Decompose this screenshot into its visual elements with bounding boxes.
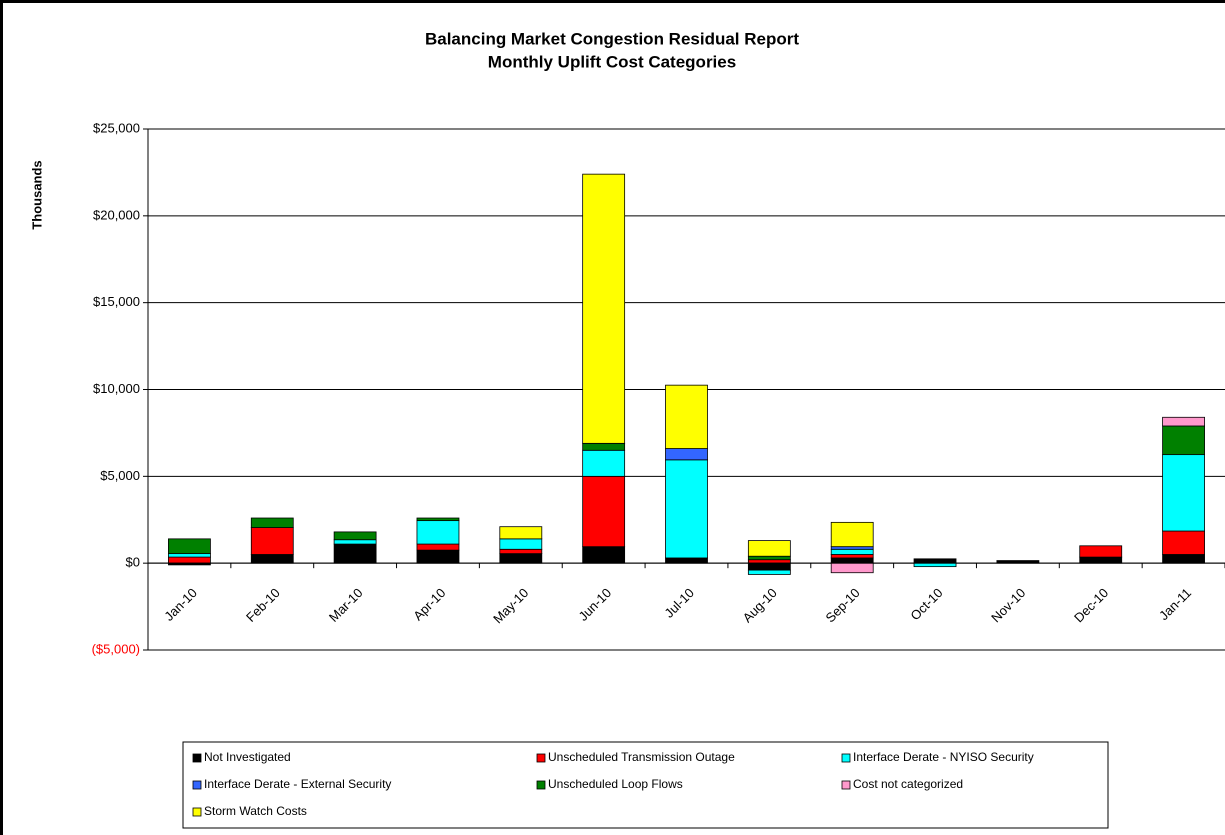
bar-segment [1162, 425, 1205, 456]
y-axis-label: Thousands [29, 160, 44, 229]
bar-segment [416, 517, 460, 522]
bar-segment [665, 448, 708, 461]
legend-swatch [536, 780, 546, 790]
legend-swatch [536, 753, 546, 763]
y-tick-label: $15,000 [93, 294, 140, 309]
bar-segment [830, 554, 874, 559]
legend [182, 741, 1109, 829]
bar-segment [416, 549, 460, 564]
bar-segment [1162, 416, 1205, 427]
bar-segment [747, 540, 791, 557]
bar-segment [582, 475, 626, 548]
legend-swatch [841, 780, 851, 790]
legend-label: Storm Watch Costs [204, 804, 307, 818]
bar-segment [747, 559, 791, 564]
bar-segment [830, 562, 874, 574]
bar-segment [582, 173, 626, 444]
bar-segment [168, 553, 211, 558]
bar-segment [499, 548, 543, 555]
bar-segment [1162, 454, 1205, 532]
bar-segment [665, 459, 708, 559]
bar-segment [665, 557, 708, 564]
y-tick-label: $25,000 [93, 120, 140, 135]
legend-label: Interface Derate - External Security [204, 777, 391, 791]
bar-segment [250, 554, 294, 564]
y-tick-label: $20,000 [93, 207, 140, 222]
bar-segment [913, 558, 957, 564]
legend-label: Interface Derate - NYISO Security [853, 750, 1034, 764]
bar-segment [499, 553, 543, 564]
bar-segment [499, 526, 543, 540]
bar-segment [913, 562, 957, 568]
legend-label: Not Investigated [204, 750, 291, 764]
bar-segment [333, 539, 377, 545]
chart-subtitle: Monthly Uplift Cost Categories [488, 52, 736, 71]
y-tick-label: $0 [126, 555, 140, 570]
bar-segment [333, 531, 377, 541]
bar-segment [416, 520, 460, 545]
bar-segment [747, 562, 791, 571]
bar-segment [1162, 554, 1205, 564]
y-tick-label: ($5,000) [92, 641, 140, 656]
bar-segment [830, 557, 874, 564]
chart-title: Balancing Market Congestion Residual Rep… [425, 29, 799, 48]
bar-segment [168, 538, 211, 555]
bar-segment [830, 521, 874, 548]
legend-swatch [192, 807, 202, 817]
bar-segment [665, 384, 708, 449]
bar-segment [499, 538, 543, 550]
legend-label: Unscheduled Loop Flows [548, 777, 683, 791]
bar-segment [1162, 530, 1205, 555]
bar-segment [747, 555, 791, 561]
legend-label: Cost not categorized [853, 777, 963, 791]
bar-segment [250, 527, 294, 555]
bar-segment [333, 543, 377, 564]
bar-segment [250, 517, 294, 528]
bar-segment [747, 569, 791, 575]
bar-segment [830, 548, 874, 555]
legend-swatch [841, 753, 851, 763]
y-tick-label: $5,000 [100, 468, 140, 483]
legend-swatch [192, 753, 202, 763]
y-tick-label: $10,000 [93, 381, 140, 396]
bar-segment [1079, 545, 1123, 558]
bar-segment [416, 543, 460, 551]
bar-segment [582, 442, 626, 451]
legend-swatch [192, 780, 202, 790]
bar-segment [168, 556, 211, 564]
bar-segment [582, 449, 626, 477]
legend-label: Unscheduled Transmission Outage [548, 750, 735, 764]
bar-segment [582, 546, 626, 564]
bar-segment [1079, 556, 1123, 564]
